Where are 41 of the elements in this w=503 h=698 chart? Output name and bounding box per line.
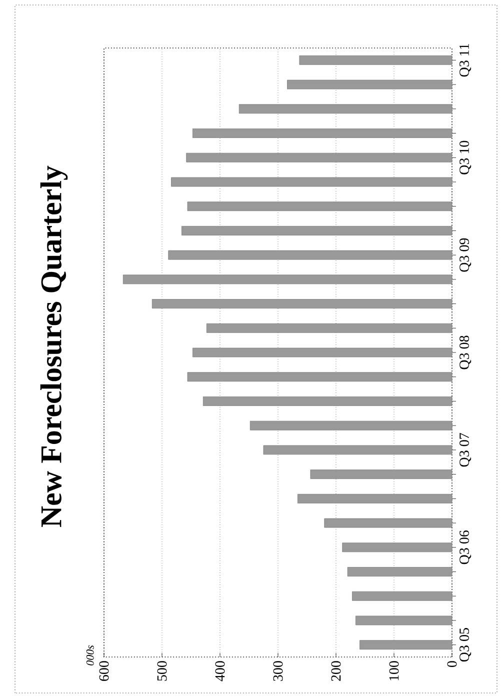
y-tick-label: Q3 08 [460,336,472,370]
bar [299,55,452,65]
bar [360,640,452,650]
bar [238,104,452,114]
bar [287,80,452,90]
bar [342,542,452,552]
bar [192,128,452,138]
bar [168,250,452,260]
x-tick-label: 600 [99,661,109,681]
y-tick-label: Q3 07 [460,433,472,467]
bar [187,202,452,212]
bar [192,348,452,358]
bar [347,567,452,576]
y-tick-label: Q3 09 [460,238,472,272]
x-tick-label: 200 [331,661,341,681]
bar [182,226,452,236]
text: 000s [86,645,94,666]
bar [324,518,452,528]
x-tick-label: 0 [447,661,457,667]
x-tick-label: 500 [157,661,167,681]
y-tick-label: Q3 10 [460,140,472,174]
bar [352,591,452,601]
bar [250,420,452,430]
y-tick-label: Q3 05 [460,628,472,662]
bar [298,494,452,504]
bar [122,274,452,284]
bar [263,445,452,455]
bar [152,299,452,308]
bar [310,470,452,479]
text: New Foreclosures Quarterly [40,166,68,527]
bar [186,152,452,162]
x-tick-label: 100 [389,661,399,680]
bar [206,323,452,333]
y-tick-label: Q3 11 [460,44,472,77]
bar [171,177,452,187]
bar [202,396,452,406]
bar [187,372,452,382]
bar [356,616,452,626]
x-tick-label: 400 [215,661,225,682]
y-tick-label: Q3 06 [460,530,472,564]
x-tick-label: 300 [273,661,283,681]
